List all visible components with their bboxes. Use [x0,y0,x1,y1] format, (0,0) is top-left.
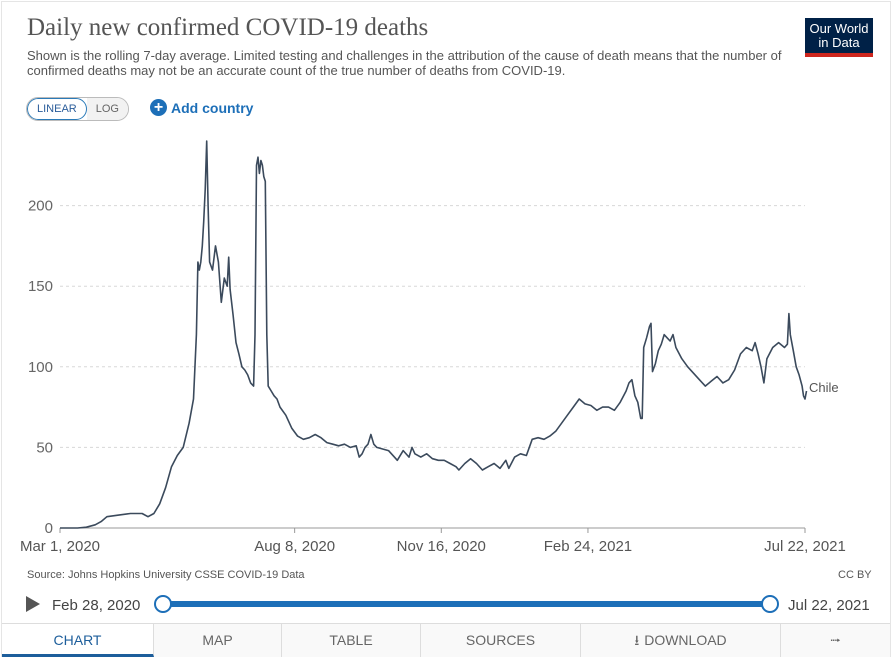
timeline-start-handle[interactable] [154,595,172,613]
timeline-track[interactable] [162,601,770,607]
logo-line-1: Our World [809,21,869,36]
tab-chart[interactable]: CHART [2,624,154,657]
x-tick-label: Mar 1, 2020 [20,538,100,555]
owid-logo[interactable]: Our World in Data [805,18,873,57]
x-tick-label: Feb 24, 2021 [544,538,632,555]
x-tick-label: Jul 22, 2021 [764,538,846,555]
source-note: Source: Johns Hopkins University CSSE CO… [27,569,305,581]
tab-chart-label: CHART [53,632,102,648]
logo-line-2: in Data [818,35,860,50]
gridlines [60,205,805,529]
linear-scale-button[interactable]: LINEAR [27,98,87,120]
y-tick-label: 200 [28,198,53,215]
y-axis: 0 50 100 150 200 [28,198,53,537]
y-tick-label: 0 [45,520,53,537]
chart-title: Daily new confirmed COVID-19 deaths [27,14,429,41]
timeline-end-label: Jul 22, 2021 [788,597,870,614]
chart-subtitle: Shown is the rolling 7-day average. Limi… [27,48,782,78]
tab-table-label: TABLE [329,632,373,648]
series-group: Chile [60,140,839,529]
log-scale-button[interactable]: LOG [86,98,128,120]
tab-download[interactable]: ⭳ DOWNLOAD [581,624,781,657]
series-label[interactable]: Chile [809,380,839,395]
scale-toggle: LINEAR LOG [26,97,129,121]
timeline: Feb 28, 2020 Jul 22, 2021 [26,593,876,617]
tab-map[interactable]: MAP [154,624,282,657]
plus-circle-icon: + [150,99,167,116]
license-link[interactable]: CC BY [838,569,872,581]
y-tick-label: 100 [28,359,53,376]
timeline-end-handle[interactable] [761,595,779,613]
series-line-chile[interactable] [60,140,808,529]
timeline-start-label: Feb 28, 2020 [52,597,141,614]
x-tick-label: Nov 16, 2020 [397,538,486,555]
tab-bar: CHART MAP TABLE SOURCES ⭳ DOWNLOAD ⭬ [2,623,890,657]
play-icon[interactable] [26,596,40,612]
tab-sources-label: SOURCES [465,632,536,648]
y-tick-label: 50 [36,439,53,456]
add-country-button[interactable]: + Add country [150,99,253,116]
x-tick-label: Aug 8, 2020 [254,538,335,555]
add-country-label: Add country [171,99,254,116]
y-tick-label: 150 [28,278,53,295]
share-button[interactable]: ⭬ [781,624,890,657]
x-axis: Mar 1, 2020 Aug 8, 2020 Nov 16, 2020 Feb 24… [20,528,846,555]
tab-sources[interactable]: SOURCES [421,624,581,657]
download-icon: ⭳ [634,632,640,648]
tab-download-label: DOWNLOAD [644,632,727,648]
tab-map-label: MAP [202,632,233,648]
share-icon: ⭬ [830,632,841,648]
tab-table[interactable]: TABLE [282,624,421,657]
